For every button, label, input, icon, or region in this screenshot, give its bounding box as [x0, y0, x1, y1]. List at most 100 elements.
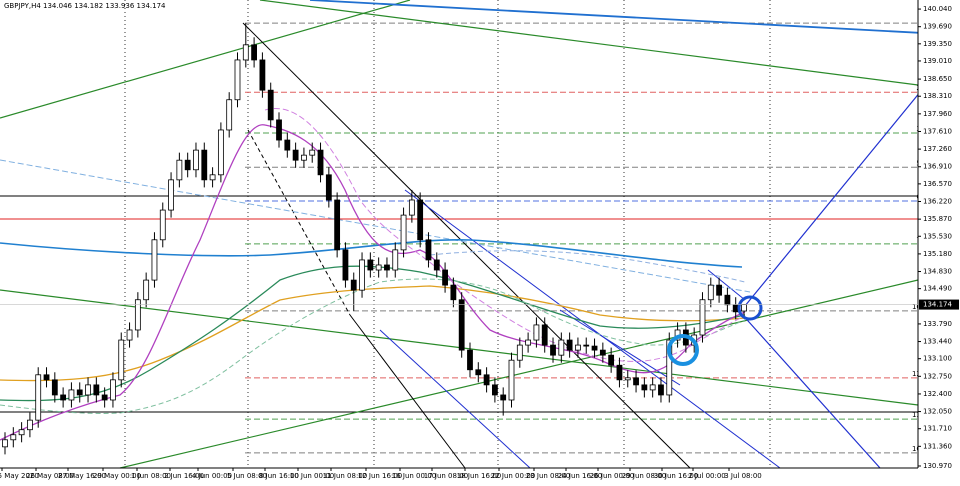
candle-body [334, 199, 341, 251]
candle-body [666, 339, 673, 396]
candle-body [18, 429, 25, 436]
x-tick-label: 17 Jun 08:00 [424, 472, 468, 480]
trendline [379, 329, 531, 469]
candle-body [450, 284, 457, 301]
candle-body [583, 344, 590, 347]
x-tick-label: 26 May 08:00 [26, 472, 74, 480]
y-tick-label: 135.530 [923, 232, 952, 240]
candle-body [251, 44, 258, 61]
candle-body [317, 149, 324, 176]
candle-body [491, 384, 498, 396]
x-tick-label: 4 Jun 00:00 [192, 472, 232, 480]
y-tick-label: 137.960 [923, 110, 952, 118]
candle-body [566, 339, 573, 351]
candle-body [741, 304, 747, 312]
y-tick-label: 132.400 [923, 390, 952, 398]
trendline [0, 0, 411, 119]
candle-body [533, 324, 540, 341]
candle-body [641, 384, 648, 391]
candle-body [350, 279, 357, 291]
trendline [707, 269, 746, 301]
y-tick-label: 139.010 [923, 57, 952, 65]
current-price-box [919, 299, 959, 310]
x-tick-label: 5 Jun 08:00 [227, 472, 267, 480]
candle-body [384, 264, 390, 271]
y-tick-label: 137.610 [923, 127, 952, 135]
x-tick-label: 2 Jul 00:00 [688, 472, 726, 480]
candle-body [508, 359, 515, 401]
candle-body [575, 344, 581, 351]
candle-body [649, 384, 656, 391]
candle-body [68, 389, 75, 401]
candle-body [475, 369, 482, 376]
x-tick-label: 1 Jun 08:00 [131, 472, 171, 480]
x-tick-label: 23 Jun 08:00 [526, 472, 570, 480]
y-tick-label: 132.050 [923, 408, 952, 416]
candle-body [201, 149, 208, 181]
y-tick-label: 136.220 [923, 198, 952, 206]
moving-average [0, 278, 746, 414]
candle-body [309, 149, 316, 156]
candle-body [500, 394, 507, 401]
trendline [259, 0, 919, 86]
y-tick-label: 135.870 [923, 215, 952, 223]
x-tick-label: 2 Jun 16:00 [164, 472, 204, 480]
axes: 140.040 139.690 139.350 139.010 138.650 138.3… [0, 5, 959, 480]
y-tick-label: 139.350 [923, 40, 952, 48]
candle-body [359, 259, 365, 291]
moving-average [0, 238, 743, 268]
candle-body [159, 209, 166, 241]
candle-body [242, 44, 249, 61]
x-tick-label: 16 Jun 00:00 [392, 472, 436, 480]
candle-body [550, 344, 556, 356]
candle-body [442, 269, 448, 286]
candle-body [259, 59, 266, 91]
candle-body [217, 129, 224, 176]
candle-body [467, 349, 473, 371]
candle-body [184, 159, 191, 171]
candle-body [85, 384, 91, 396]
y-tick-label: 134.830 [923, 268, 952, 276]
candle-body [392, 249, 399, 271]
candle-body [110, 379, 116, 401]
x-tick-label: 27 May 16:00 [58, 472, 106, 480]
y-tick-label: 131.710 [923, 425, 952, 433]
candle-body [558, 339, 565, 356]
x-tick-label: 24 Jun 16:00 [558, 472, 602, 480]
candle-body [101, 394, 108, 401]
candle-body [76, 389, 83, 396]
candle-body [433, 259, 440, 271]
x-tick-label: 11 Jun 08:00 [323, 472, 367, 480]
candle-body [126, 329, 133, 341]
highlight-circle [737, 295, 763, 321]
trendline [404, 189, 781, 469]
y-tick-label: 133.100 [923, 355, 952, 363]
candle-body [624, 377, 631, 381]
x-tick-label: 8 Jun 16:00 [259, 472, 299, 480]
y-tick-label: 131.360 [923, 442, 952, 450]
y-tick-label: 133.790 [923, 320, 952, 328]
candle-body [699, 299, 706, 336]
y-tick-label: 135.180 [923, 250, 952, 258]
candle-body [458, 299, 465, 351]
candle-body [176, 159, 183, 181]
candle-body [541, 324, 548, 346]
candle-body [724, 294, 731, 306]
y-tick-label: 132.750 [923, 372, 952, 380]
candle-body [658, 384, 664, 396]
x-tick-label: 25 May 2020 [0, 472, 39, 480]
candle-body [608, 354, 615, 366]
x-tick-label: 26 Jun 00:00 [590, 472, 634, 480]
x-tick-label: 30 Jun 16:00 [654, 472, 698, 480]
candle-body [525, 339, 532, 346]
candle-body [134, 299, 141, 331]
candle-body [234, 59, 241, 101]
candle-body [516, 344, 523, 361]
candle-body [342, 249, 349, 281]
y-tick-label: 137.260 [923, 145, 952, 153]
x-tick-label: 3 Jul 08:00 [724, 472, 762, 480]
candle-body [633, 377, 639, 386]
trendline [242, 22, 691, 469]
y-tick-label: 138.650 [923, 75, 952, 83]
candle-body [151, 239, 158, 281]
